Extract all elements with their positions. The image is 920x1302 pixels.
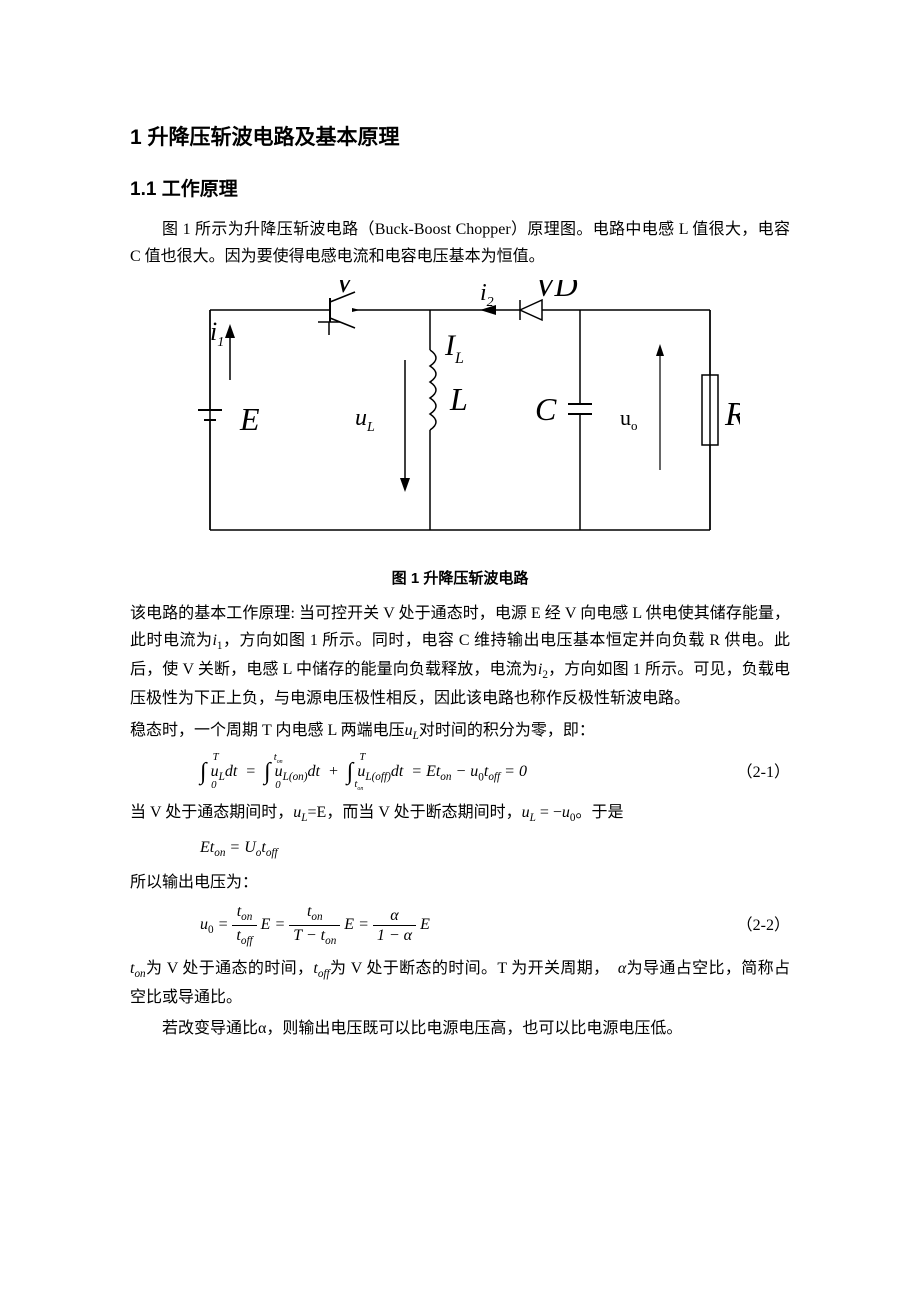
label-c: C [535,391,557,427]
equation-2-1: ∫T0 uLdt = ∫ton0 uL(on)dt + ∫Tton uL(off… [130,752,790,793]
label-i1: i1 [210,317,224,350]
label-vd: VD [535,280,578,303]
equation-etonoff: Eton = Uotoff [130,834,790,863]
circuit-svg: V VD i2 i1 E uL IL L C uo R [180,280,740,560]
label-e: E [239,401,260,437]
alpha-change-paragraph: 若改变导通比α，则输出电压既可以比电源电压高，也可以比电源电压低。 [130,1015,790,1042]
label-l: L [449,381,468,417]
section-heading-1-1: 1.1 工作原理 [130,174,790,206]
output-voltage-intro: 所以输出电压为： [130,869,790,896]
label-v: V [335,280,357,299]
steady-state-paragraph: 稳态时，一个周期 T 内电感 L 两端电压uL对时间的积分为零，即： [130,717,790,746]
label-i2: i2 [480,280,494,310]
principle-paragraph: 该电路的基本工作原理: 当可控开关 V 处于通态时，电源 E 经 V 向电感 L… [130,600,790,713]
equation-2-2: u0 = tontoff E = tonT − ton E = α1 − α E… [130,902,790,948]
figure-1-caption: 图 1 升降压斩波电路 [130,566,790,592]
circuit-figure: V VD i2 i1 E uL IL L C uo R [130,280,790,560]
label-r: R [724,396,740,433]
section-heading-1: 1 升降压斩波电路及基本原理 [130,120,790,156]
eq-num-2-1: （2-1） [710,759,790,786]
label-il: IL [444,329,464,367]
intro-paragraph: 图 1 所示为升降压斩波电路（Buck-Boost Chopper）原理图。电路… [130,216,790,270]
on-off-paragraph: 当 V 处于通态期间时，uL=E，而当 V 处于断态期间时，uL = −u0。于… [130,799,790,828]
label-ul: uL [355,405,375,435]
eq-num-2-2: （2-2） [710,912,790,939]
label-uo: uo [620,405,638,433]
duty-cycle-paragraph: ton为 V 处于通态的时间，toff为 V 处于断态的时间。T 为开关周期， … [130,955,790,1011]
